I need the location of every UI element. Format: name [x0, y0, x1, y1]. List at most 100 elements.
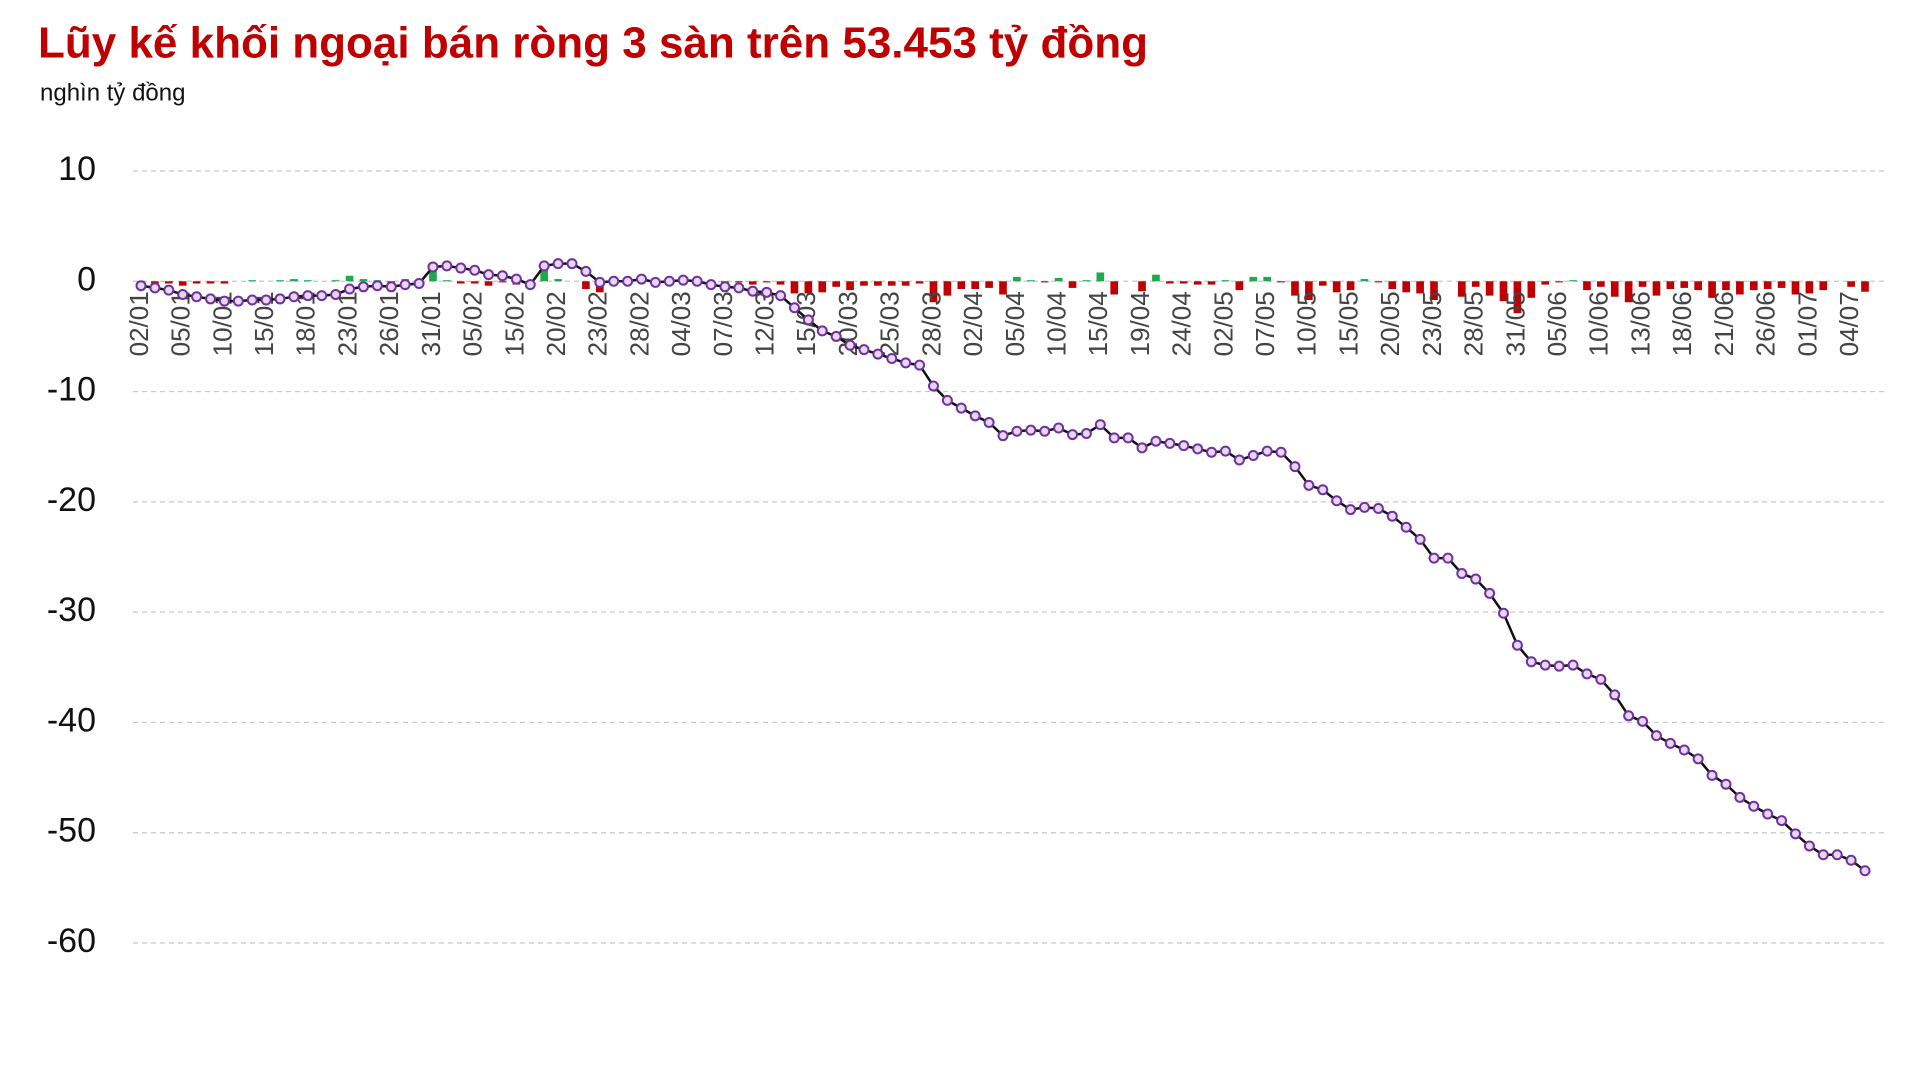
- bar: [1722, 281, 1730, 291]
- line-marker: [914, 359, 926, 371]
- bar: [1694, 281, 1702, 291]
- line-marker: [483, 269, 495, 281]
- y-tick-label: -40: [47, 701, 96, 739]
- bar: [804, 281, 813, 294]
- bar: [1471, 281, 1480, 287]
- line-marker: [580, 265, 592, 277]
- line-marker: [1595, 673, 1607, 685]
- line-marker: [1261, 445, 1273, 457]
- line-marker: [441, 260, 453, 272]
- line-marker: [1845, 854, 1857, 866]
- line-marker: [1525, 656, 1537, 668]
- bar: [1374, 281, 1383, 283]
- line-marker: [955, 402, 967, 414]
- line-marker: [1358, 501, 1370, 513]
- bar: [1457, 281, 1466, 297]
- line-marker: [1748, 800, 1760, 812]
- line-marker: [900, 357, 912, 369]
- bar: [498, 281, 507, 283]
- bar: [1318, 281, 1327, 286]
- bar: [1207, 281, 1216, 285]
- x-tick-label: 20/05: [1375, 291, 1405, 356]
- line-marker: [1414, 533, 1426, 545]
- x-tick-label: 28/05: [1459, 291, 1489, 356]
- line-marker: [1762, 808, 1774, 820]
- line-marker: [1539, 659, 1551, 671]
- x-tick-label: 01/07: [1792, 291, 1822, 356]
- line-marker: [594, 276, 606, 288]
- bar: [1749, 281, 1758, 291]
- line-marker: [1511, 639, 1523, 651]
- line-marker: [1386, 510, 1398, 522]
- x-tick-label: 10/06: [1584, 291, 1614, 356]
- bar: [1249, 276, 1258, 282]
- line-marker: [816, 325, 828, 337]
- bar: [985, 281, 993, 288]
- x-tick-label: 21/06: [1709, 291, 1739, 356]
- bar: [345, 275, 354, 282]
- x-tick-label: 18/06: [1667, 291, 1697, 356]
- line-marker: [399, 279, 411, 291]
- line-marker: [1219, 445, 1231, 457]
- line-marker: [844, 339, 856, 351]
- bar: [1624, 281, 1633, 303]
- line-marker: [1650, 730, 1662, 742]
- x-tick-label: 24/04: [1167, 291, 1197, 356]
- line-marker: [872, 348, 884, 360]
- line-marker: [1692, 753, 1704, 765]
- line-marker: [983, 416, 995, 428]
- x-tick-label: 13/06: [1625, 291, 1655, 356]
- bar: [1777, 281, 1786, 288]
- y-tick-label: 10: [58, 150, 96, 188]
- bar: [192, 281, 201, 284]
- bar: [1054, 277, 1063, 282]
- y-tick-label: -60: [47, 922, 96, 960]
- line-marker: [357, 281, 369, 293]
- bar: [554, 279, 562, 282]
- line-marker: [1498, 607, 1510, 619]
- line-marker: [205, 293, 217, 305]
- x-tick-label: 31/05: [1500, 291, 1530, 356]
- bar: [915, 281, 924, 284]
- bar: [1819, 281, 1828, 291]
- line-marker: [1678, 744, 1690, 756]
- bar: [1346, 281, 1355, 291]
- x-tick-label: 15/02: [499, 291, 529, 356]
- x-tick-label: 19/04: [1125, 291, 1155, 356]
- bar: [1096, 272, 1105, 282]
- line-marker: [149, 282, 161, 294]
- line-marker: [538, 260, 550, 272]
- line-marker: [886, 352, 898, 364]
- bar: [1193, 281, 1202, 285]
- line-marker: [1817, 849, 1829, 861]
- y-tick-label: -30: [47, 591, 96, 629]
- line-marker: [1136, 442, 1148, 454]
- x-tick-label: 07/03: [708, 291, 738, 356]
- bar: [331, 280, 340, 282]
- bar: [971, 281, 980, 290]
- line-marker: [274, 293, 286, 305]
- bar: [1610, 281, 1619, 297]
- bar: [443, 280, 451, 282]
- x-tick-label: 26/06: [1751, 291, 1781, 356]
- bar: [1666, 281, 1675, 290]
- line-marker: [163, 284, 175, 296]
- bar: [776, 281, 785, 285]
- line-marker: [1192, 443, 1204, 455]
- x-tick-label: 26/01: [374, 291, 404, 356]
- y-tick-label: -50: [47, 812, 96, 850]
- x-tick-label: 05/01: [166, 291, 196, 356]
- bar: [1597, 281, 1605, 287]
- line-marker: [1025, 424, 1037, 436]
- bar: [1861, 281, 1869, 292]
- bar: [1638, 281, 1647, 287]
- line-marker: [1567, 659, 1579, 671]
- bar: [1179, 281, 1188, 284]
- bar: [359, 279, 368, 282]
- x-tick-label: 05/02: [458, 291, 488, 356]
- bar: [206, 281, 215, 284]
- bar: [1235, 281, 1244, 291]
- x-tick-label: 02/01: [124, 291, 154, 356]
- x-tick-label: 12/03: [750, 291, 780, 356]
- bar: [762, 281, 771, 283]
